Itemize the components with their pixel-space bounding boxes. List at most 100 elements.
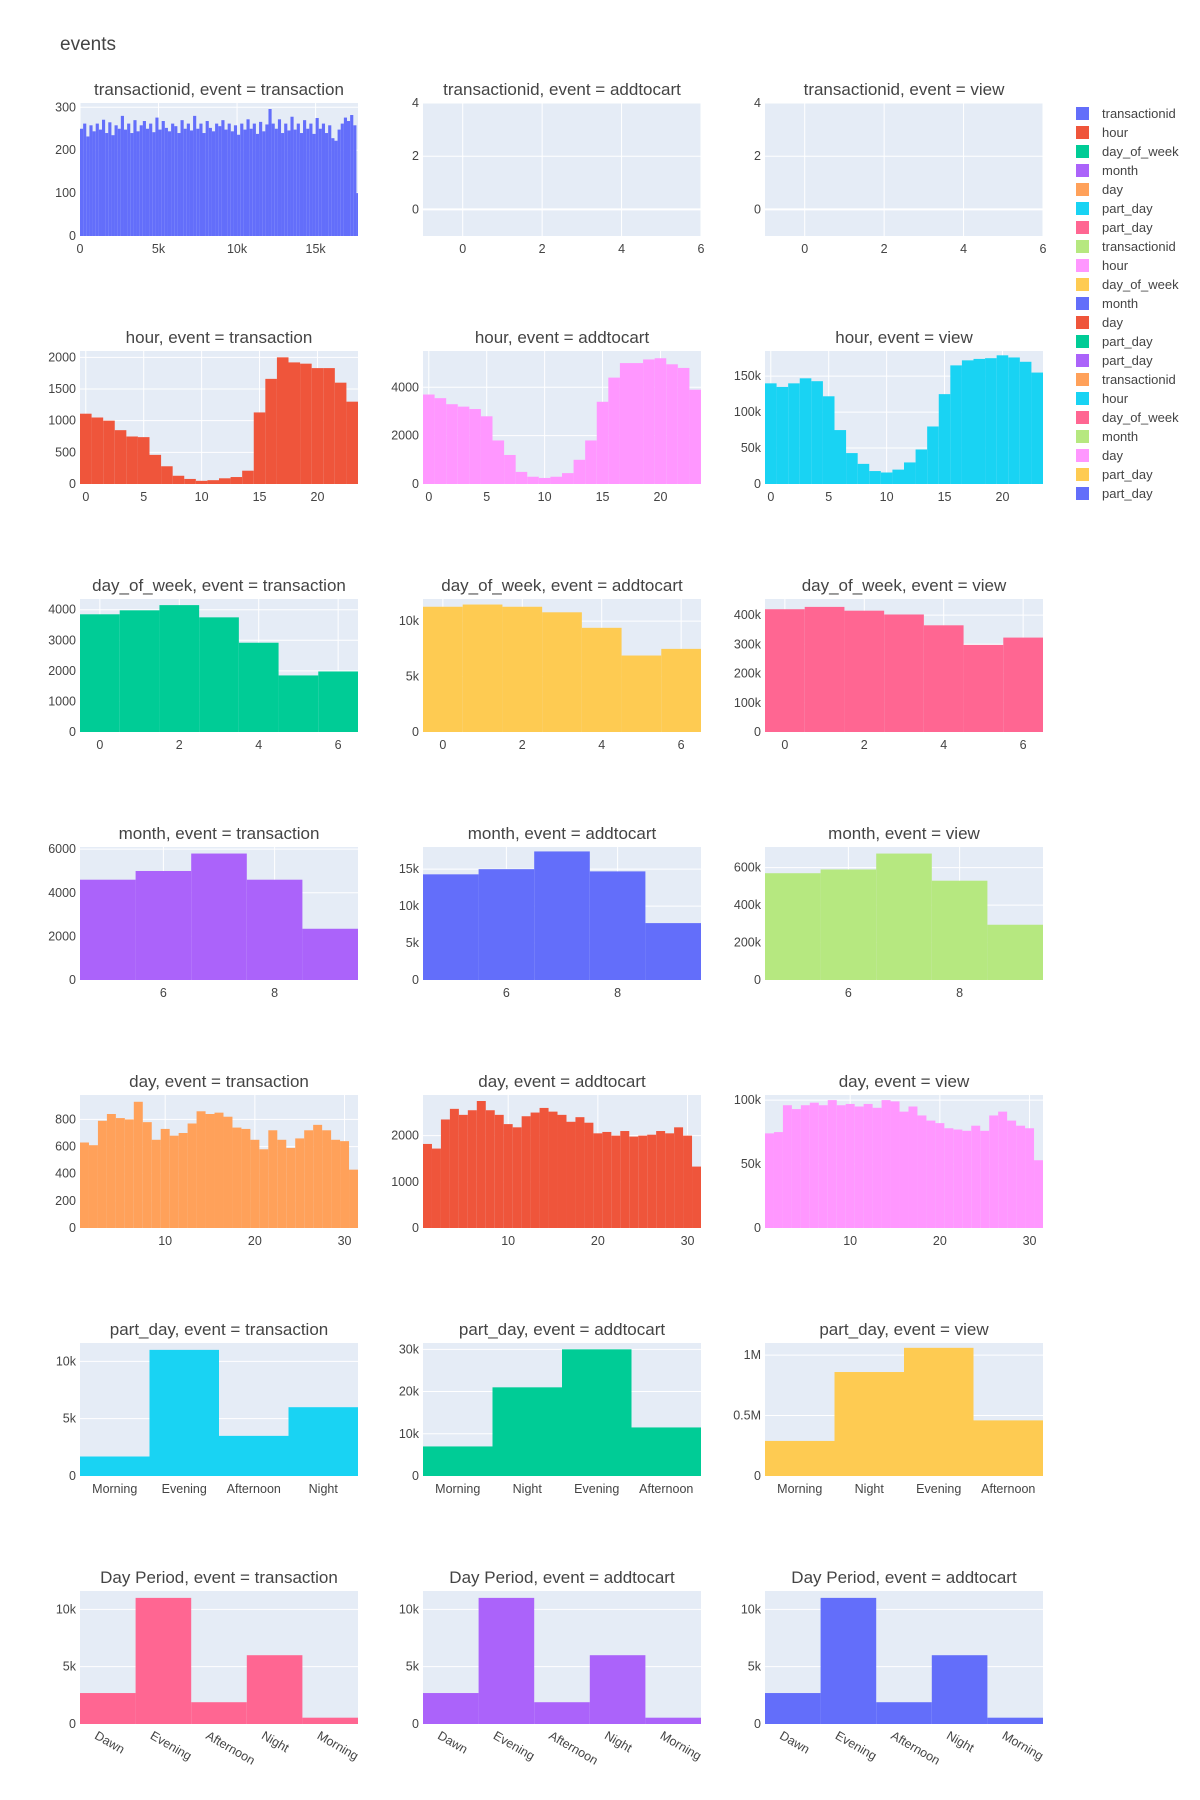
bar[interactable] xyxy=(169,1135,179,1228)
bar[interactable] xyxy=(566,1121,576,1228)
bar[interactable] xyxy=(288,1407,359,1476)
bar[interactable] xyxy=(973,358,986,484)
bar[interactable] xyxy=(311,368,324,484)
bar[interactable] xyxy=(124,1119,134,1228)
bar[interactable] xyxy=(869,471,881,484)
bar[interactable] xyxy=(161,121,165,236)
bar[interactable] xyxy=(208,127,212,236)
bar[interactable] xyxy=(119,610,160,732)
bar[interactable] xyxy=(799,378,812,484)
bar[interactable] xyxy=(961,360,974,484)
bar[interactable] xyxy=(137,437,150,484)
bar[interactable] xyxy=(309,123,313,236)
bar[interactable] xyxy=(334,382,347,484)
bar[interactable] xyxy=(80,1142,89,1229)
bar[interactable] xyxy=(356,193,358,236)
bar[interactable] xyxy=(142,121,146,236)
bar[interactable] xyxy=(278,675,319,732)
bar[interactable] xyxy=(105,133,109,236)
bar[interactable] xyxy=(184,478,196,484)
bar[interactable] xyxy=(95,123,99,236)
bar[interactable] xyxy=(80,879,136,980)
bar[interactable] xyxy=(944,1128,954,1228)
bar[interactable] xyxy=(884,614,924,732)
bar[interactable] xyxy=(227,123,231,236)
bar[interactable] xyxy=(881,1100,891,1228)
bar[interactable] xyxy=(142,1122,152,1228)
bar[interactable] xyxy=(230,477,243,484)
bar[interactable] xyxy=(854,1106,864,1228)
bar[interactable] xyxy=(492,1387,563,1476)
bar[interactable] xyxy=(243,129,247,236)
bar[interactable] xyxy=(174,126,178,236)
bar[interactable] xyxy=(585,440,597,484)
bar[interactable] xyxy=(876,1702,932,1724)
bar[interactable] xyxy=(135,1597,192,1724)
bar[interactable] xyxy=(953,1129,963,1228)
bar[interactable] xyxy=(876,853,932,980)
bar[interactable] xyxy=(300,363,312,484)
bar[interactable] xyxy=(136,131,140,236)
bar[interactable] xyxy=(232,1127,242,1228)
bar[interactable] xyxy=(133,120,137,236)
bar[interactable] xyxy=(589,871,646,980)
bar[interactable] xyxy=(512,1127,522,1228)
bar[interactable] xyxy=(661,648,701,732)
bar[interactable] xyxy=(899,1111,909,1228)
bar[interactable] xyxy=(80,128,84,236)
bar[interactable] xyxy=(1007,1120,1017,1228)
bar[interactable] xyxy=(287,130,291,236)
bar[interactable] xyxy=(127,123,131,236)
bar[interactable] xyxy=(250,1139,260,1228)
bar[interactable] xyxy=(211,131,216,236)
bar[interactable] xyxy=(674,1127,684,1228)
bar[interactable] xyxy=(631,363,644,484)
bar[interactable] xyxy=(223,1116,233,1228)
bar[interactable] xyxy=(130,133,134,236)
bar[interactable] xyxy=(167,131,172,236)
bar[interactable] xyxy=(253,412,266,484)
bar[interactable] xyxy=(340,1141,350,1228)
bar[interactable] xyxy=(187,1123,197,1229)
bar[interactable] xyxy=(114,430,127,484)
bar[interactable] xyxy=(998,1111,1008,1228)
legend-item[interactable]: part_day xyxy=(1076,353,1153,368)
plot-area[interactable] xyxy=(765,103,1043,236)
bar[interactable] xyxy=(527,476,539,484)
bar[interactable] xyxy=(196,128,200,236)
bar[interactable] xyxy=(476,1101,486,1228)
bar[interactable] xyxy=(214,1112,224,1228)
bar[interactable] xyxy=(249,128,253,236)
bar[interactable] xyxy=(1003,637,1043,732)
bar[interactable] xyxy=(313,1124,323,1228)
bar[interactable] xyxy=(265,124,269,236)
bar[interactable] xyxy=(262,131,266,236)
bar[interactable] xyxy=(199,123,203,236)
legend-item[interactable]: day xyxy=(1076,182,1123,197)
bar[interactable] xyxy=(219,478,231,484)
bar[interactable] xyxy=(987,924,1043,980)
bar[interactable] xyxy=(340,123,344,236)
bar[interactable] xyxy=(193,115,197,236)
bar[interactable] xyxy=(242,470,254,484)
bar[interactable] xyxy=(98,129,102,236)
bar[interactable] xyxy=(318,671,358,732)
bar[interactable] xyxy=(207,480,219,484)
legend-item[interactable]: part_day xyxy=(1076,486,1153,501)
bar[interactable] xyxy=(809,1102,819,1228)
bar[interactable] xyxy=(923,625,964,732)
bar[interactable] xyxy=(765,1440,835,1476)
bar[interactable] xyxy=(985,358,997,484)
bar[interactable] xyxy=(863,1103,873,1228)
bar[interactable] xyxy=(562,473,574,484)
bar[interactable] xyxy=(191,853,247,980)
bar[interactable] xyxy=(423,874,479,980)
bar[interactable] xyxy=(86,136,90,236)
bar[interactable] xyxy=(820,869,877,980)
bar[interactable] xyxy=(328,125,332,236)
bar[interactable] xyxy=(92,131,96,236)
bar[interactable] xyxy=(80,614,120,732)
bar[interactable] xyxy=(638,1135,648,1228)
bar[interactable] xyxy=(692,1166,701,1228)
bar[interactable] xyxy=(492,440,505,484)
